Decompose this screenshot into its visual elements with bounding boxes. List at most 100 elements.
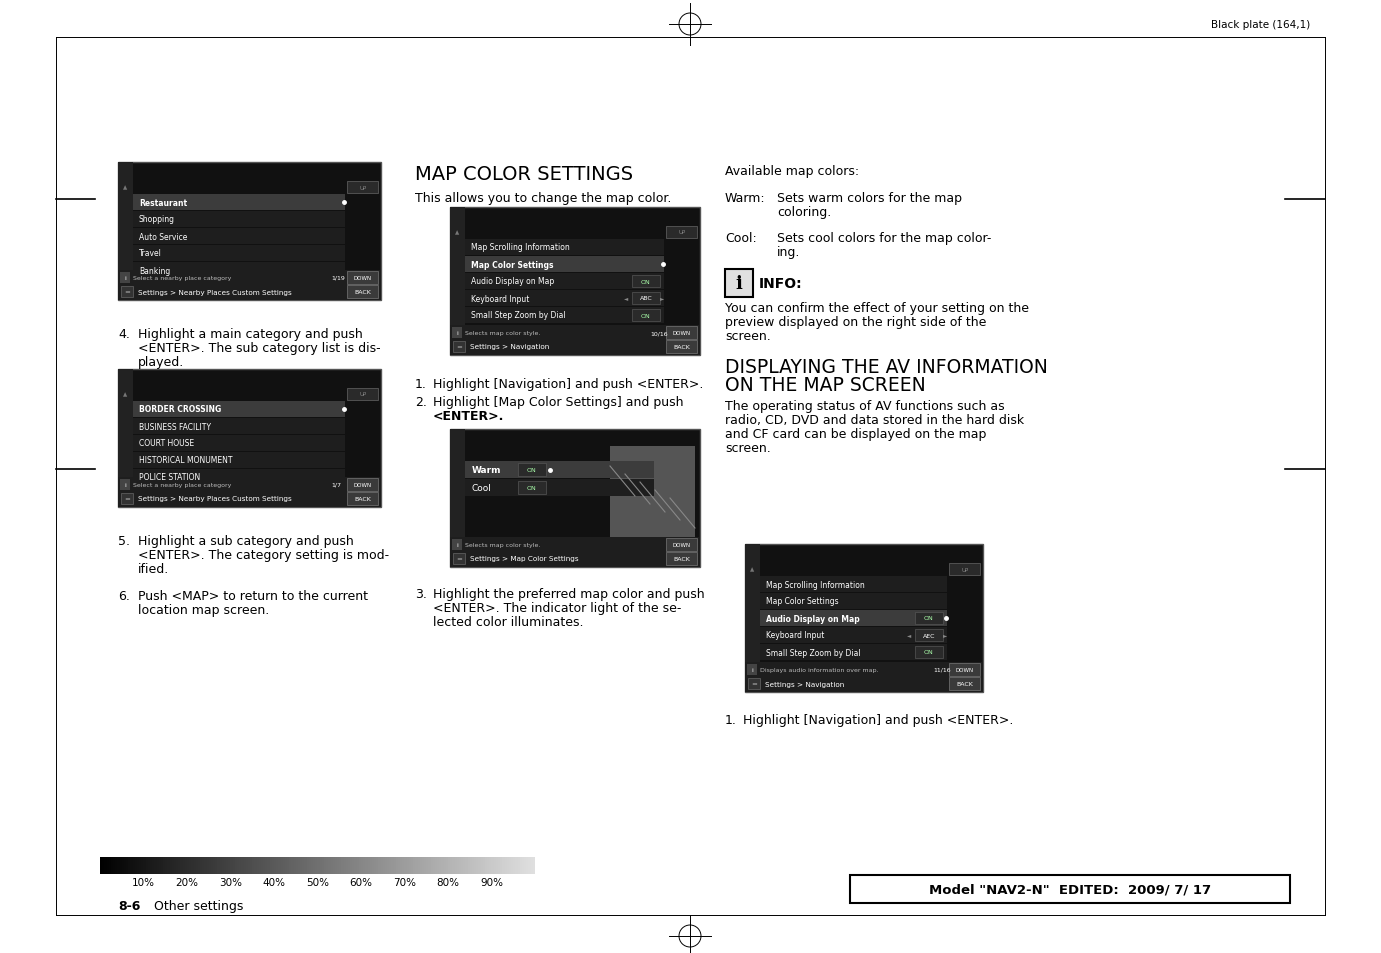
Bar (744, 544, 983, 692)
Bar (666, 340, 697, 354)
Bar (402, 857, 405, 874)
Bar (133, 263, 345, 278)
Bar (371, 857, 374, 874)
Bar (406, 857, 409, 874)
Bar (151, 857, 153, 874)
Bar (228, 857, 231, 874)
Bar (109, 857, 112, 874)
Bar (416, 857, 418, 874)
Bar (417, 857, 420, 874)
Bar (122, 287, 133, 297)
Bar (137, 857, 139, 874)
Text: BUSINESS FACILITY: BUSINESS FACILITY (139, 422, 211, 431)
Text: 10%: 10% (133, 877, 155, 887)
Text: BORDER CROSSING: BORDER CROSSING (139, 405, 221, 414)
Bar (231, 857, 233, 874)
Bar (450, 857, 453, 874)
Bar (450, 537, 700, 553)
Text: 20%: 20% (175, 877, 199, 887)
Bar (155, 857, 157, 874)
Bar (326, 857, 329, 874)
Text: ABC: ABC (639, 296, 652, 301)
Text: Banking: Banking (139, 266, 170, 275)
Text: =: = (456, 344, 461, 350)
Text: =: = (124, 496, 130, 502)
Bar (279, 857, 280, 874)
Text: 8-6: 8-6 (117, 899, 141, 912)
Bar (329, 857, 331, 874)
Bar (202, 857, 204, 874)
Bar (504, 857, 507, 874)
Bar (106, 857, 109, 874)
Bar (435, 857, 438, 874)
Text: UP: UP (961, 567, 968, 572)
Bar (304, 857, 307, 874)
Text: ►: ► (660, 296, 664, 301)
Bar (192, 857, 193, 874)
Text: ing.: ing. (778, 246, 801, 258)
Text: <ENTER>. The indicator light of the se-: <ENTER>. The indicator light of the se- (434, 601, 681, 615)
Bar (272, 857, 275, 874)
Bar (518, 857, 521, 874)
Bar (265, 857, 268, 874)
Text: ▲: ▲ (454, 231, 458, 235)
Text: Displays audio information over map.: Displays audio information over map. (760, 667, 878, 672)
Bar (159, 857, 162, 874)
Bar (389, 857, 392, 874)
Text: i: i (736, 274, 743, 293)
Bar (341, 857, 344, 874)
Bar (333, 857, 336, 874)
Bar (454, 857, 457, 874)
Bar (916, 646, 943, 659)
Bar (446, 857, 449, 874)
Bar (450, 208, 465, 355)
Bar (666, 553, 697, 565)
Bar (453, 857, 454, 874)
Bar (211, 857, 214, 874)
Bar (760, 610, 947, 626)
Bar (254, 857, 257, 874)
Bar (204, 857, 207, 874)
Bar (522, 857, 525, 874)
Text: DOWN: DOWN (673, 542, 690, 547)
Bar (156, 857, 159, 874)
Bar (246, 857, 249, 874)
Bar (533, 857, 536, 874)
Bar (182, 857, 185, 874)
Bar (340, 857, 342, 874)
Text: Small Step Zoom by Dial: Small Step Zoom by Dial (471, 312, 566, 320)
Bar (197, 857, 200, 874)
Bar (424, 857, 427, 874)
Text: i: i (751, 667, 753, 672)
Bar (224, 857, 226, 874)
Bar (439, 857, 442, 874)
Text: UP: UP (359, 392, 366, 397)
Text: Settings > Nearby Places Custom Settings: Settings > Nearby Places Custom Settings (138, 289, 291, 295)
Text: ▲: ▲ (123, 392, 127, 397)
Bar (492, 857, 494, 874)
Text: ◄: ◄ (907, 633, 911, 638)
Text: Cool: Cool (472, 483, 492, 493)
Text: Highlight [Map Color Settings] and push: Highlight [Map Color Settings] and push (434, 395, 684, 409)
Text: BACK: BACK (674, 345, 690, 350)
Bar (387, 857, 389, 874)
Text: Audio Display on Map: Audio Display on Map (766, 614, 860, 623)
Bar (452, 328, 463, 338)
Bar (167, 857, 170, 874)
Text: AEC: AEC (923, 633, 935, 638)
Bar (185, 857, 188, 874)
Bar (215, 857, 218, 874)
Bar (351, 857, 352, 874)
Bar (330, 857, 333, 874)
Bar (124, 857, 127, 874)
Text: Highlight the preferred map color and push: Highlight the preferred map color and pu… (434, 587, 704, 600)
Bar (166, 857, 168, 874)
Text: 50%: 50% (307, 877, 329, 887)
Bar (122, 857, 124, 874)
Bar (391, 857, 394, 874)
Bar (336, 857, 337, 874)
Text: MAP COLOR SETTINGS: MAP COLOR SETTINGS (416, 165, 632, 184)
Bar (496, 857, 499, 874)
Text: 40%: 40% (262, 877, 286, 887)
Bar (453, 554, 465, 564)
